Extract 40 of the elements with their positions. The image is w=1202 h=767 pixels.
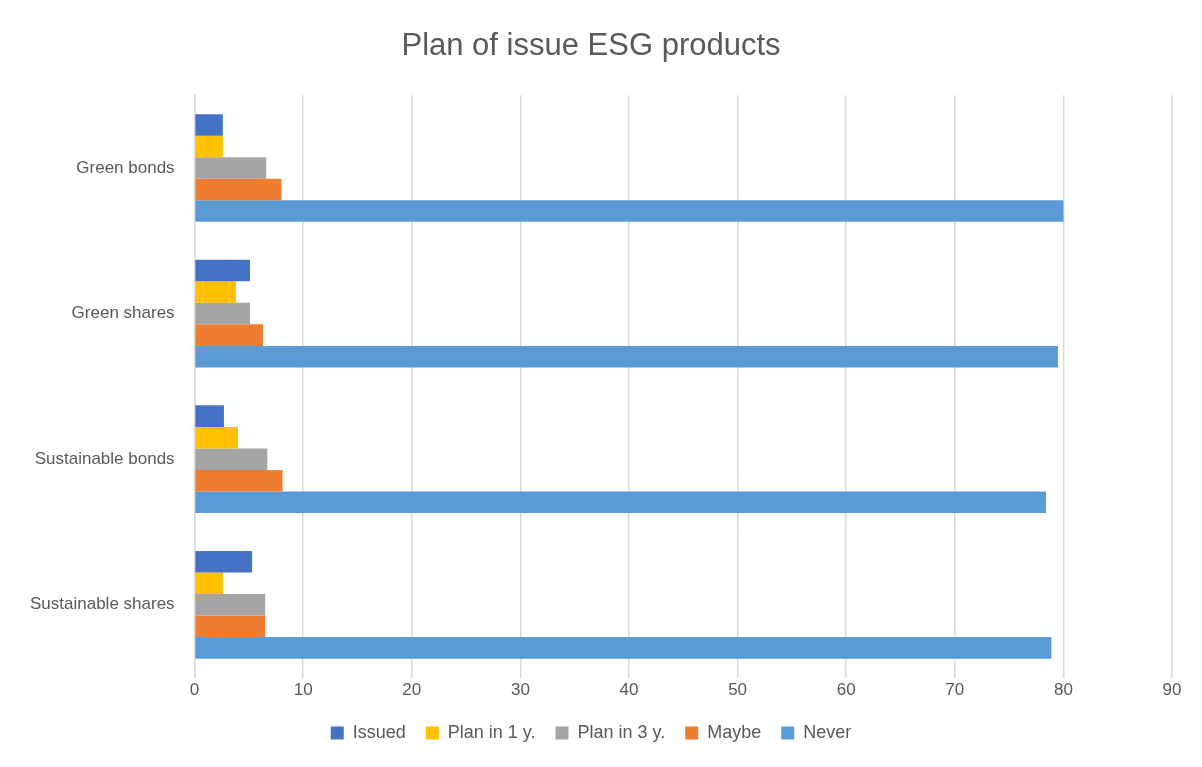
bar — [195, 302, 250, 325]
x-tick-label: 10 — [293, 680, 313, 700]
bar — [195, 469, 283, 492]
bar — [195, 426, 239, 449]
x-tick-label: 80 — [1053, 680, 1073, 700]
x-tick-label: 70 — [945, 680, 965, 700]
bar — [195, 281, 236, 303]
bar — [195, 594, 266, 616]
bar — [195, 114, 223, 136]
x-tick-label: 90 — [1162, 680, 1182, 700]
bar — [195, 615, 266, 638]
bar — [195, 345, 1058, 368]
bar — [195, 135, 223, 158]
bar — [195, 324, 264, 346]
bar — [195, 178, 282, 201]
legend-label: Maybe — [707, 721, 762, 742]
x-tick-label: 30 — [510, 680, 530, 700]
chart-title: Plan of issue ESG products — [401, 27, 781, 63]
bar — [195, 157, 267, 179]
bar — [195, 448, 268, 470]
y-tick-label: Green shares — [71, 303, 175, 323]
x-tick-label: 20 — [402, 680, 422, 700]
x-tick-label: 0 — [189, 680, 200, 700]
bar — [195, 259, 250, 282]
y-tick-label: Sustainable bonds — [34, 448, 175, 468]
bar — [195, 572, 223, 595]
y-tick-label: Sustainable shares — [30, 594, 175, 614]
legend-label: Plan in 1 y. — [447, 721, 536, 742]
bar — [195, 405, 224, 427]
bar — [195, 491, 1047, 514]
y-tick-label: Green bonds — [76, 157, 175, 177]
x-tick-label: 60 — [836, 680, 856, 700]
bar — [195, 637, 1052, 659]
bar — [195, 550, 253, 573]
x-tick-label: 40 — [619, 680, 639, 700]
x-tick-label: 50 — [728, 680, 748, 700]
legend-label: Never — [803, 721, 852, 742]
legend-label: Plan in 3 y. — [577, 721, 666, 742]
legend-label: Issued — [352, 721, 406, 742]
bar — [195, 200, 1064, 222]
